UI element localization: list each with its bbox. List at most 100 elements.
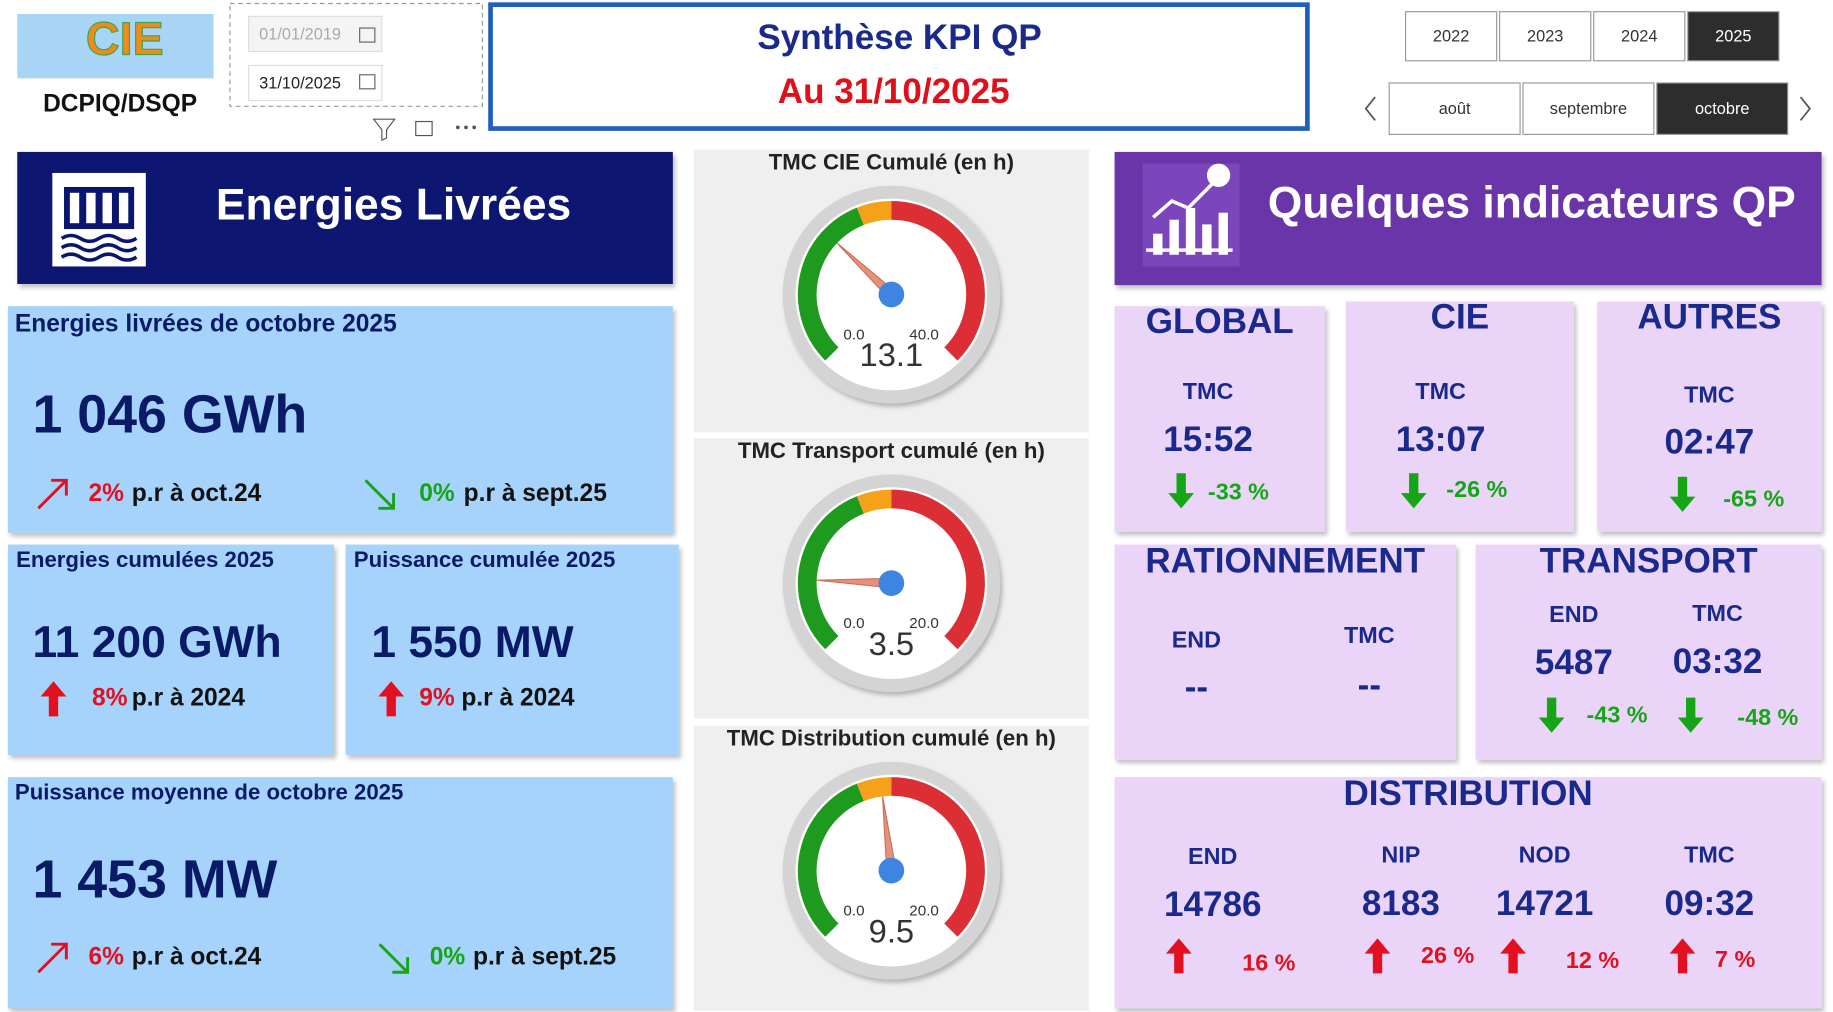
change-pct: 2%: [89, 480, 125, 507]
gauge-value: 3.5: [869, 625, 914, 662]
trend-arrow: [1165, 938, 1192, 974]
next-arrow[interactable]: [1799, 96, 1812, 121]
metric-change: 7 %: [1715, 946, 1755, 972]
metric-label: TMC: [1415, 378, 1466, 404]
metric-label: END: [1549, 601, 1598, 627]
gauge-band: [797, 783, 865, 937]
year-button[interactable]: [1499, 11, 1592, 62]
metric-value: 14721: [1496, 884, 1593, 923]
metric-label: TMC: [1684, 381, 1735, 407]
month-button[interactable]: [1522, 82, 1655, 135]
gauge-min: 0.0: [843, 326, 864, 343]
metric-value: --: [1185, 668, 1208, 707]
change-text: p.r à oct.24: [132, 944, 262, 971]
gauge-title: TMC Distribution cumulé (en h): [727, 726, 1056, 751]
metric-change: 26 %: [1421, 942, 1474, 968]
year-label[interactable]: 2022: [1433, 28, 1469, 46]
indicator-panel: [1597, 301, 1822, 532]
change-pct: 0%: [419, 480, 455, 507]
gauge-min: 0.0: [843, 615, 864, 632]
water-wave: [60, 243, 138, 253]
card-title: Energies cumulées 2025: [16, 547, 274, 572]
org-name: DCPIQ/DSQP: [43, 91, 197, 118]
kpi-card: [7, 306, 673, 533]
card-value: 1 453 MW: [32, 850, 277, 910]
chart-icon-bar: [1185, 208, 1196, 255]
metric-label: TMC: [1344, 622, 1395, 648]
building-window: [69, 192, 80, 224]
prev-arrow[interactable]: [1364, 96, 1376, 121]
metric-value: 09:32: [1665, 884, 1755, 923]
gauge-band: [797, 496, 865, 650]
change-text: p.r à sept.25: [464, 480, 607, 507]
year-button[interactable]: [1593, 11, 1686, 62]
trend-arrow: [1677, 697, 1704, 733]
gauge-value: 9.5: [869, 912, 914, 949]
panel-title: RATIONNEMENT: [1145, 542, 1425, 581]
month-label[interactable]: août: [1439, 100, 1471, 118]
date-end[interactable]: 31/10/2025: [259, 74, 341, 92]
indicator-panel: [1114, 544, 1456, 760]
logo: CIE: [86, 12, 164, 64]
logo-box: [17, 14, 214, 79]
trend-arrow: [1669, 938, 1696, 974]
gauge-value: 13.1: [860, 336, 924, 373]
gauge-max: 20.0: [909, 615, 939, 632]
chart-icon-bar: [1153, 233, 1163, 255]
card-title: Puissance cumulée 2025: [354, 547, 615, 572]
year-label[interactable]: 2024: [1621, 28, 1657, 46]
metric-value: 15:52: [1163, 420, 1253, 459]
metric-label: END: [1188, 843, 1237, 869]
subtitle: Au 31/10/2025: [778, 72, 1010, 111]
metric-label: NOD: [1519, 842, 1571, 868]
gauge-band: [891, 777, 985, 937]
metric-change: -33 %: [1208, 478, 1269, 504]
metric-label: TMC: [1692, 600, 1743, 626]
change-pct: 8%: [92, 684, 128, 711]
panel-title: CIE: [1431, 297, 1489, 336]
metric-value: 14786: [1164, 885, 1261, 924]
title: Synthèse KPI QP: [757, 18, 1041, 57]
change-text: p.r à 2024: [132, 684, 246, 711]
banner-title: Quelques indicateurs QP: [1268, 178, 1796, 227]
change-text: p.r à oct.24: [132, 480, 262, 507]
change-pct: 6%: [89, 944, 125, 971]
card-value: 1 550 MW: [371, 618, 573, 667]
date-start[interactable]: 01/01/2019: [259, 25, 341, 43]
month-button[interactable]: [1388, 82, 1521, 135]
trend-arrow: [378, 681, 405, 717]
gauge-min: 0.0: [843, 903, 864, 920]
indicator-panel: [1475, 544, 1822, 760]
gauge-hub: [878, 281, 905, 308]
metric-change: 12 %: [1566, 947, 1619, 973]
gauge-band: [856, 200, 892, 226]
year-label[interactable]: 2025: [1715, 28, 1751, 46]
year-button[interactable]: [1404, 11, 1498, 62]
metric-value: --: [1358, 665, 1381, 704]
metric-label: END: [1172, 627, 1221, 653]
gauge-title: TMC Transport cumulé (en h): [738, 438, 1045, 463]
building-window: [102, 192, 112, 224]
month-label[interactable]: septembre: [1550, 100, 1627, 118]
metric-value: 03:32: [1673, 642, 1763, 681]
year-button[interactable]: [1687, 11, 1780, 62]
gauge-hub: [878, 570, 905, 596]
month-label[interactable]: octobre: [1695, 100, 1750, 118]
gauge-band: [797, 207, 865, 361]
chart-icon-bar: [1218, 212, 1228, 255]
calendar-icon: [359, 74, 376, 90]
metric-change: -65 %: [1723, 485, 1784, 511]
banner-title: Energies Livrées: [216, 181, 571, 230]
gauge-hub: [878, 857, 905, 884]
month-button[interactable]: [1656, 82, 1789, 135]
chart-icon-bar: [1202, 224, 1212, 255]
card-value: 11 200 GWh: [32, 618, 281, 667]
trend-arrow: [1538, 697, 1565, 733]
metric-change: -43 %: [1587, 702, 1648, 728]
panel-title: DISTRIBUTION: [1343, 774, 1592, 813]
metric-change: -26 %: [1446, 476, 1507, 502]
more-icon: [472, 125, 477, 130]
year-label[interactable]: 2023: [1527, 28, 1563, 46]
more-icon: [455, 125, 460, 130]
metric-value: 02:47: [1665, 422, 1755, 461]
